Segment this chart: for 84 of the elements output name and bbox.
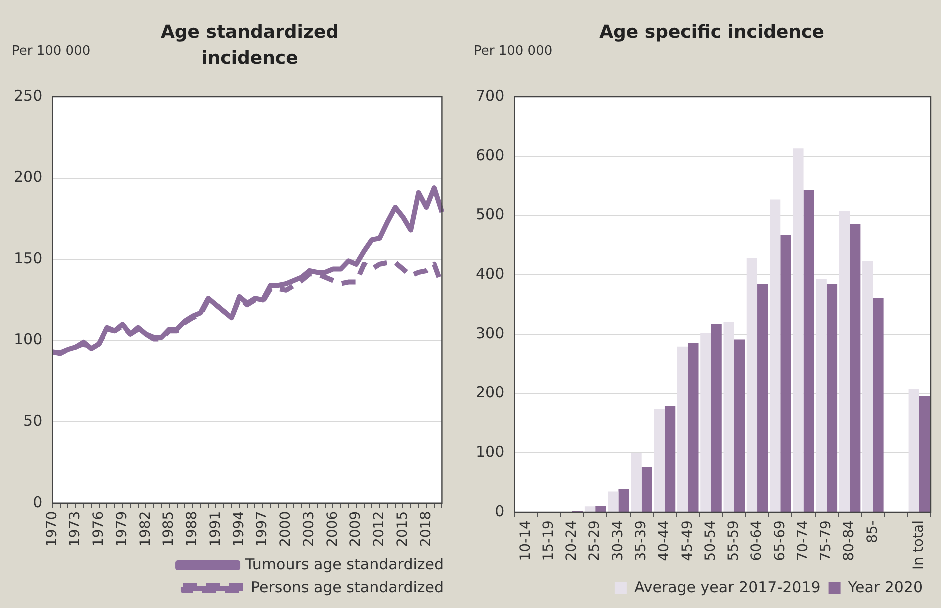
- bar: [839, 210, 850, 512]
- bar: [596, 506, 606, 512]
- bar: [850, 224, 861, 512]
- y-axis-title: Per 100 000: [474, 44, 553, 59]
- x-tick-label: 1970: [44, 511, 60, 548]
- bar: [724, 322, 734, 512]
- bar: [664, 406, 676, 512]
- bar: [608, 492, 619, 512]
- y-tick-label: 250: [14, 86, 43, 105]
- y-tick-label: 100: [476, 443, 505, 462]
- bar: [700, 333, 712, 512]
- x-tick-label: 1973: [68, 511, 84, 548]
- bar: [908, 389, 920, 512]
- x-tick-label: 2009: [348, 511, 364, 548]
- bar: [618, 489, 630, 512]
- x-tick-label: 1994: [231, 511, 248, 548]
- bar: [780, 235, 792, 512]
- x-tick-label: 10-14: [518, 520, 534, 562]
- x-tick-label: 35-39: [633, 520, 650, 562]
- x-tick-label: 75-79: [818, 520, 835, 562]
- bar: [816, 279, 827, 512]
- x-tick-label: 85-: [864, 520, 881, 544]
- x-tick-label: 2012: [372, 511, 388, 548]
- x-tick-label: 50-54: [702, 520, 719, 562]
- x-tick-label: 1982: [138, 511, 154, 548]
- x-tick-label: 1991: [208, 511, 224, 548]
- legend-label: Persons age standardized: [250, 578, 444, 596]
- y-tick-label: 100: [14, 330, 43, 349]
- x-tick-label: 15-19: [540, 520, 557, 562]
- bar: [770, 200, 781, 512]
- bar: [677, 346, 688, 512]
- x-tick-label: 2003: [301, 511, 318, 548]
- y-tick-label: 500: [476, 206, 505, 224]
- legend-label: Tumours age standardized: [244, 555, 444, 574]
- x-tick-label: 1988: [184, 511, 201, 548]
- legend-label: Average year 2017-2019: [634, 578, 821, 596]
- x-tick-label: 25-29: [587, 520, 604, 562]
- y-tick-label: 150: [14, 249, 43, 268]
- y-tick-label: 600: [476, 146, 505, 164]
- chart-title: Age standardized incidence: [160, 21, 340, 71]
- x-tick-label: 20-24: [564, 520, 580, 562]
- bar: [642, 467, 652, 512]
- x-tick-label: 2018: [418, 511, 434, 548]
- y-tick-label: 700: [476, 86, 505, 105]
- x-tick-label: 65-69: [772, 520, 788, 562]
- bar: [873, 298, 884, 512]
- y-tick-label: 50: [24, 412, 43, 430]
- x-tick-label: 70-74: [795, 520, 812, 562]
- bar: [758, 284, 768, 512]
- bar: [793, 148, 804, 512]
- x-tick-label: 30-34: [610, 520, 626, 562]
- bar: [862, 261, 874, 512]
- x-tick-label: 1979: [114, 511, 130, 548]
- x-tick-label: 60-64: [749, 520, 766, 562]
- bar: [826, 284, 838, 512]
- x-tick-label: 2006: [324, 511, 341, 548]
- y-tick-label: 400: [476, 264, 505, 283]
- x-tick-label: In total: [911, 520, 928, 570]
- bar: [804, 190, 814, 512]
- bar: [711, 324, 722, 512]
- x-tick-label: 1985: [161, 511, 178, 548]
- y-tick-label: 0: [495, 502, 505, 520]
- x-tick-label: 45-49: [680, 520, 696, 562]
- chart-title: Age specific incidence: [598, 21, 826, 45]
- bar: [654, 409, 665, 512]
- bar: [746, 258, 758, 512]
- bar: [631, 453, 642, 512]
- y-tick-label: 300: [476, 324, 505, 342]
- x-tick-label: 40-44: [656, 520, 673, 562]
- y-tick-label: 200: [14, 168, 43, 186]
- bar: [688, 343, 699, 512]
- x-tick-label: 55-59: [726, 520, 742, 562]
- y-tick-label: 200: [476, 384, 505, 402]
- bar: [734, 340, 746, 512]
- x-tick-label: 2000: [278, 511, 294, 548]
- bar: [584, 506, 596, 512]
- y-tick-label: 0: [33, 493, 43, 512]
- legend-label: Year 2020: [847, 578, 924, 596]
- x-tick-label: 80-84: [842, 520, 858, 562]
- x-tick-label: 2015: [394, 511, 411, 548]
- x-tick-label: 1997: [254, 511, 271, 548]
- x-tick-label: 1976: [91, 511, 108, 548]
- bar: [919, 396, 930, 512]
- y-axis-title: Per 100 000: [12, 44, 91, 59]
